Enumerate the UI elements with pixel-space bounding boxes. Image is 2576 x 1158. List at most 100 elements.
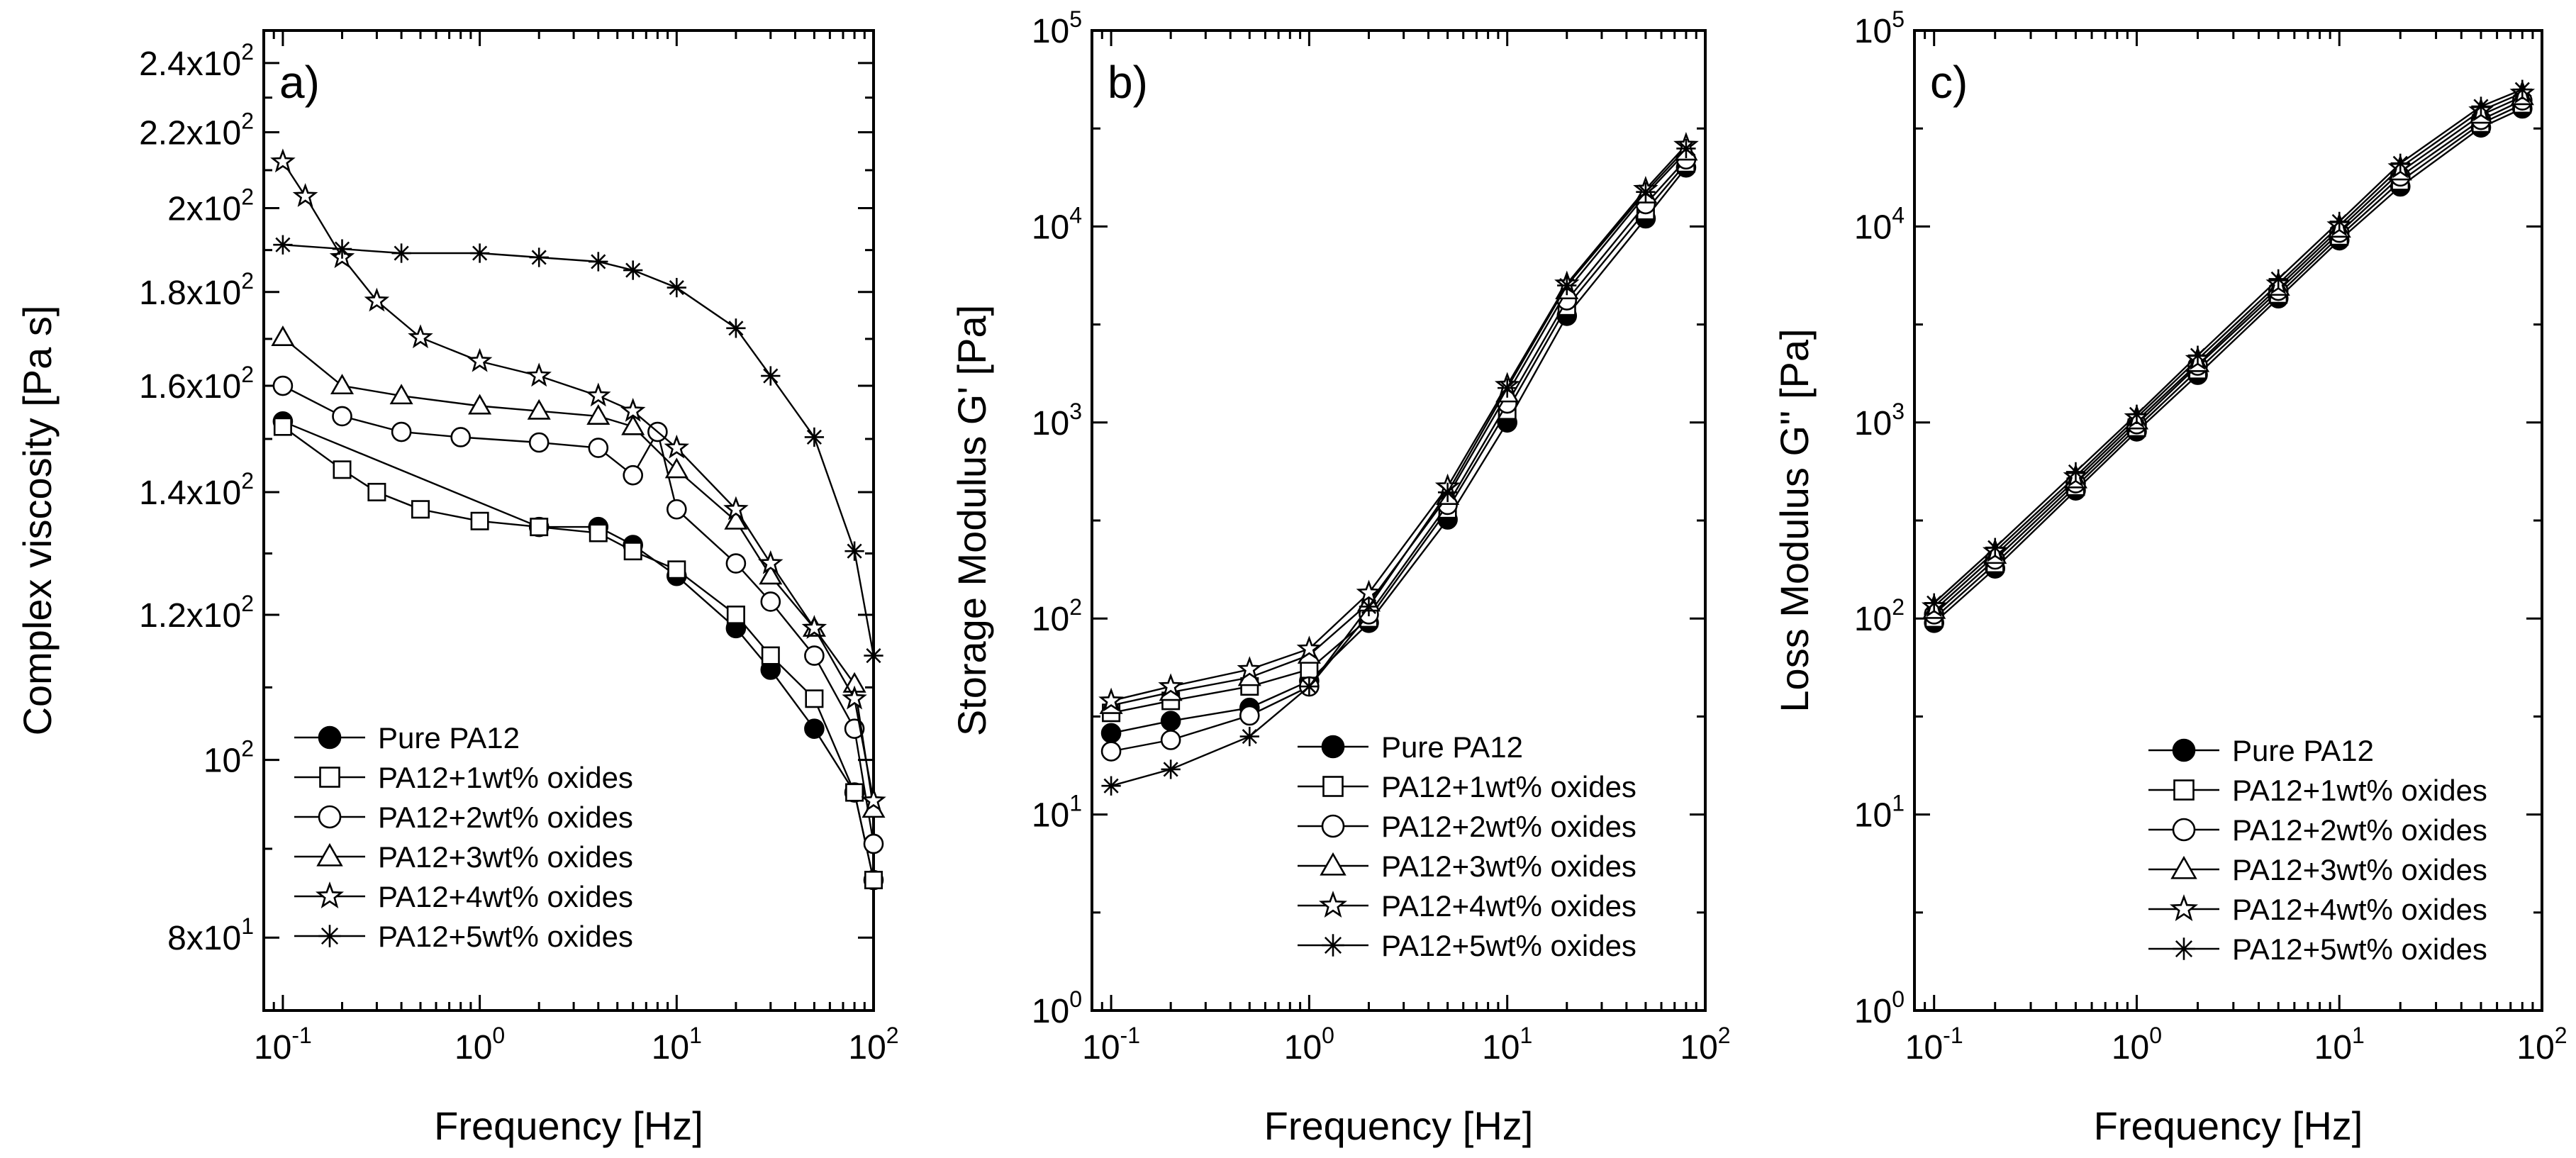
x-tick-label: 102 — [848, 1023, 898, 1067]
legend-label: PA12+1wt% oxides — [1381, 770, 1637, 803]
x-tick-label-base: 10 — [254, 1029, 291, 1067]
data-point — [1296, 635, 1322, 660]
legend-item: PA12+5wt% oxides — [2148, 932, 2487, 966]
legend-item: PA12+2wt% oxides — [294, 801, 633, 834]
legend-marker — [318, 725, 342, 750]
y-tick-label: 100 — [1854, 986, 1905, 1030]
series-5 — [273, 235, 883, 666]
x-tick-label: 102 — [2516, 1023, 2567, 1067]
y-tick-label-base: 10 — [1854, 208, 1892, 246]
legend-marker — [318, 925, 341, 947]
y-tick-label-base: 1.6x10 — [139, 368, 241, 406]
y-tick-label-base: 1.2x10 — [139, 597, 241, 635]
y-tick-label: 1.2x102 — [139, 591, 254, 635]
data-point — [470, 511, 489, 530]
y-tick-label: 105 — [1854, 6, 1905, 50]
data-point — [760, 591, 781, 612]
x-tick-label-base: 10 — [2516, 1029, 2554, 1067]
legend-label: PA12+5wt% oxides — [378, 920, 633, 953]
y-tick-label-base: 10 — [1854, 797, 1892, 835]
chart-panel-a: 10-1 100 101 1028x1011021.2x1021.4x1021.6x1… — [15, 29, 899, 1148]
y-tick-label-exponent: 0 — [1069, 986, 1082, 1012]
legend-label: PA12+2wt% oxides — [378, 801, 633, 834]
legend-marker — [2173, 779, 2195, 801]
y-tick-label: 104 — [1854, 202, 1905, 246]
legend-item: PA12+3wt% oxides — [1298, 850, 1637, 883]
legend-label: PA12+3wt% oxides — [378, 840, 633, 874]
data-point — [2187, 345, 2208, 365]
x-tick-label: 101 — [652, 1023, 702, 1067]
y-tick-label-exponent: 1 — [1069, 791, 1082, 816]
y-tick-label-exponent: 1 — [1892, 791, 1905, 816]
legend-marker — [316, 842, 343, 867]
y-tick-label: 101 — [1854, 791, 1905, 835]
x-tick-label-base: 10 — [455, 1029, 492, 1067]
legend-label: PA12+3wt% oxides — [1381, 850, 1637, 883]
data-point — [864, 645, 883, 666]
data-point — [804, 427, 825, 447]
x-axis-ticks — [1100, 30, 1707, 1011]
series-5 — [1101, 138, 1696, 796]
data-point — [364, 287, 390, 312]
y-tick-label-exponent: 2 — [241, 468, 254, 494]
legend-item: PA12+3wt% oxides — [2148, 853, 2487, 886]
y-tick-label-base: 10 — [1032, 993, 1069, 1030]
data-point — [725, 553, 747, 574]
y-tick-label-base: 1.4x10 — [139, 474, 241, 512]
legend-label: PA12+4wt% oxides — [1381, 889, 1637, 923]
data-point — [1239, 705, 1260, 726]
legend-item: PA12+5wt% oxides — [294, 920, 633, 953]
y-axis-ticks — [1914, 29, 2542, 1012]
data-point — [1100, 741, 1122, 762]
data-point — [801, 615, 827, 640]
y-tick-label: 2x102 — [167, 184, 254, 228]
y-tick-label-base: 2.4x10 — [139, 45, 241, 83]
x-tick-label-exponent: 1 — [689, 1023, 702, 1048]
x-tick-label-exponent: -1 — [1120, 1023, 1140, 1048]
series-line — [1110, 167, 1687, 735]
data-point — [1676, 138, 1696, 159]
series-3 — [1922, 84, 2534, 619]
data-point — [1498, 378, 1517, 398]
legend-item: PA12+4wt% oxides — [2148, 893, 2487, 926]
data-point — [664, 457, 688, 479]
data-point — [1924, 593, 1944, 613]
y-tick-label-base: 1.8x10 — [139, 274, 241, 312]
legend-label: Pure PA12 — [2232, 734, 2374, 767]
data-point — [761, 366, 781, 386]
y-tick-label-base: 8x10 — [167, 920, 241, 957]
data-point — [332, 239, 352, 259]
data-point — [664, 434, 690, 459]
y-tick-label-base: 10 — [1854, 601, 1892, 638]
data-point — [726, 318, 746, 338]
series-4 — [270, 148, 886, 812]
x-tick-label: 10-1 — [254, 1023, 312, 1067]
x-tick-label: 100 — [1284, 1023, 1334, 1067]
series-line — [1110, 158, 1687, 752]
x-tick-label-exponent: 2 — [2555, 1023, 2567, 1048]
legend-marker — [1321, 814, 1345, 838]
legend-marker — [1320, 852, 1346, 876]
x-tick-label-base: 10 — [1482, 1029, 1520, 1067]
series-3 — [271, 325, 886, 818]
data-point — [330, 374, 355, 395]
data-point — [411, 500, 430, 519]
data-point — [526, 362, 552, 387]
series-line — [1110, 162, 1687, 714]
x-tick-label-base: 10 — [2314, 1029, 2352, 1067]
y-axis-label: Complex viscosity [Pa s] — [15, 306, 60, 736]
y-tick-label: 8x101 — [167, 913, 254, 957]
data-point — [724, 508, 748, 530]
data-point — [623, 260, 643, 280]
y-tick-label-exponent: 2 — [241, 184, 254, 210]
data-point — [2329, 211, 2349, 232]
x-tick-label-exponent: -1 — [291, 1023, 311, 1048]
series-2 — [272, 375, 884, 854]
data-point — [1098, 687, 1124, 712]
legend: Pure PA12 PA12+1wt% oxides PA12+2wt% oxide… — [1298, 730, 1637, 962]
legend-marker — [2173, 937, 2195, 960]
legend-item: Pure PA12 — [1298, 730, 1523, 764]
legend-marker — [2172, 738, 2196, 762]
data-point — [1161, 759, 1181, 779]
